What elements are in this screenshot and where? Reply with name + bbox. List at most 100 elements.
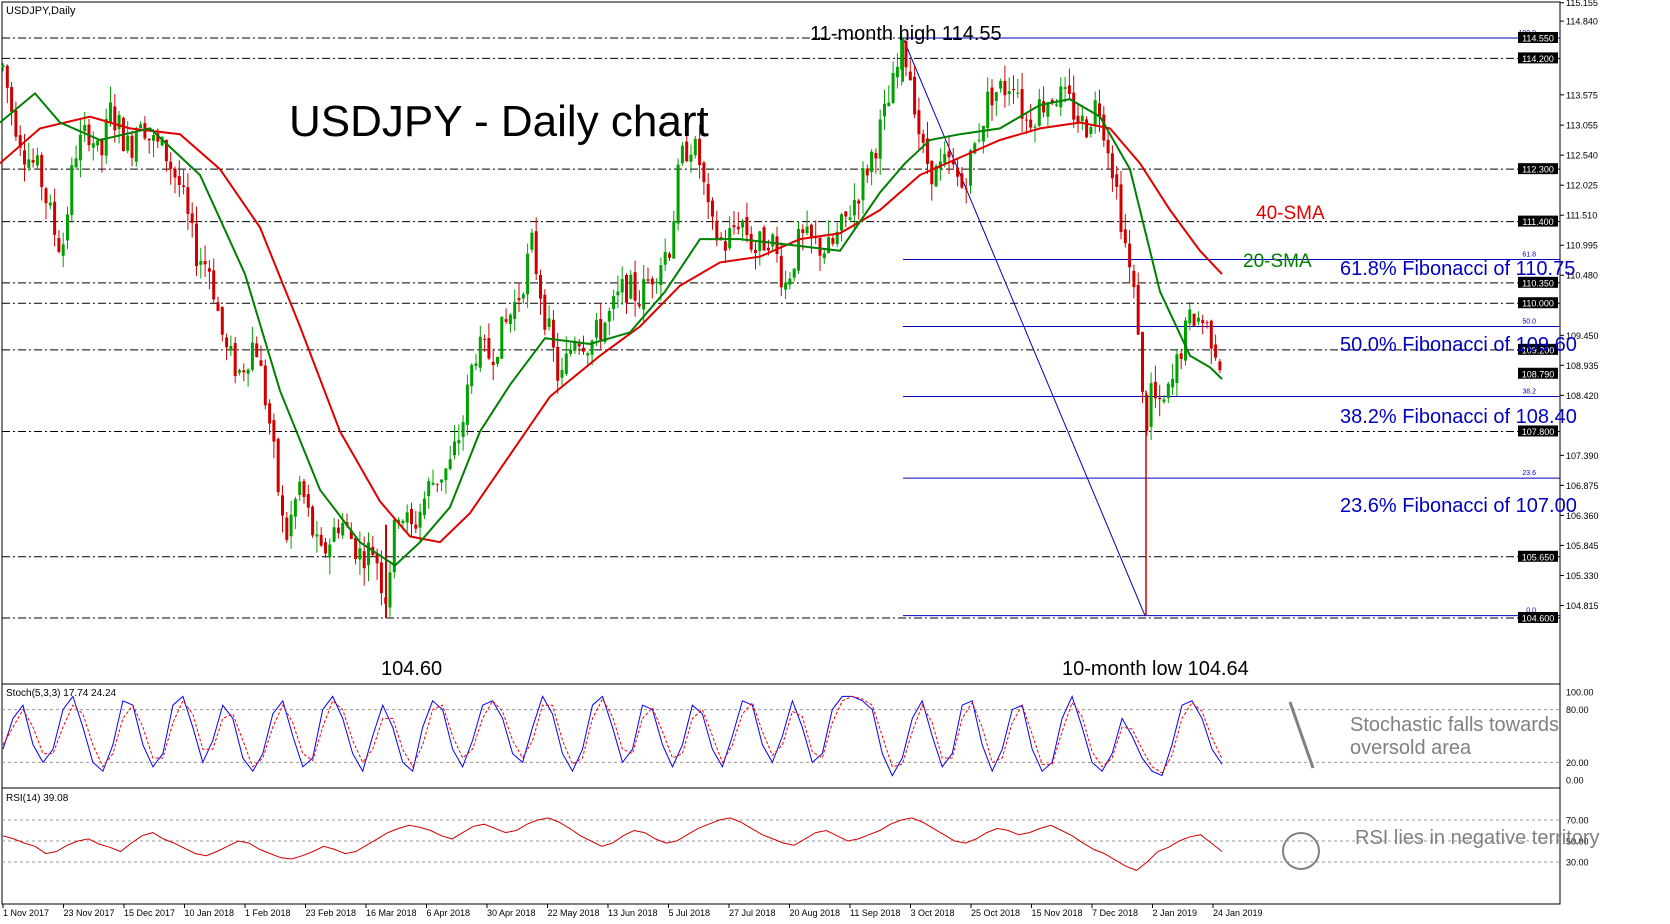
candle-body xyxy=(315,534,319,537)
candle-body xyxy=(427,481,431,497)
time-tick-label: 23 Nov 2017 xyxy=(64,908,115,918)
time-tick-label: 13 Jun 2018 xyxy=(608,908,658,918)
price-label-boxed: 105.650 xyxy=(1522,552,1555,562)
candle-body xyxy=(827,237,831,254)
candle-body xyxy=(1192,313,1196,326)
candle-body xyxy=(164,139,168,162)
candle-body xyxy=(44,188,48,204)
candle-body xyxy=(169,161,173,169)
candle-body xyxy=(1145,395,1149,432)
time-tick-label: 16 Mar 2018 xyxy=(366,908,417,918)
price-tick-label: 104.815 xyxy=(1566,601,1599,611)
price-tick-label: 113.055 xyxy=(1566,121,1598,131)
candle-body xyxy=(947,151,951,158)
candle-body xyxy=(1085,119,1089,138)
candle-body xyxy=(642,279,646,310)
candle-body xyxy=(620,279,624,293)
candle-body xyxy=(762,227,766,251)
price-label-box xyxy=(1518,297,1558,309)
candle-body xyxy=(96,140,100,146)
candle-body xyxy=(289,514,293,537)
candle-body xyxy=(431,482,435,485)
sma40-label: 40-SMA xyxy=(1256,203,1325,224)
candle-body xyxy=(930,160,934,185)
candle-body xyxy=(78,134,82,161)
candle-body xyxy=(878,119,882,159)
fib-ratio-label: 50.0 xyxy=(1522,319,1536,326)
candle-body xyxy=(1214,344,1218,358)
price-tick-label: 114.840 xyxy=(1566,17,1598,27)
fib-618-label: 61.8% Fibonacci of 110.75 xyxy=(1340,258,1575,280)
candle-body xyxy=(1128,243,1132,268)
candle-body xyxy=(1033,126,1037,128)
candle-body xyxy=(517,297,521,301)
stoch-tick-label: 80.00 xyxy=(1566,705,1589,715)
candle-body xyxy=(1171,378,1175,388)
rsi-highlight-circle xyxy=(1282,832,1320,870)
candle-body xyxy=(1059,86,1063,108)
candle-body xyxy=(324,542,327,554)
candle-body xyxy=(784,282,788,290)
candle-body xyxy=(53,201,57,235)
candle-body xyxy=(83,125,87,131)
candle-body xyxy=(487,338,491,359)
candle-body xyxy=(702,162,706,183)
candle-body xyxy=(577,343,581,347)
candle-body xyxy=(250,342,254,370)
candle-body xyxy=(766,247,770,251)
rsi-annotation: RSI lies in negative territory xyxy=(1355,827,1600,849)
candle-body xyxy=(229,345,233,349)
candle-body xyxy=(457,440,461,444)
high-annotation: 11-month high 114.55 xyxy=(810,23,1002,45)
candle-body xyxy=(835,231,839,244)
candle-body xyxy=(680,145,684,164)
candle-body xyxy=(207,268,211,272)
rsi-tick-label: 50.00 xyxy=(1566,837,1589,847)
candle-body xyxy=(981,125,985,142)
candle-body xyxy=(1209,320,1213,349)
candle-body xyxy=(61,244,65,256)
candle-body xyxy=(1136,284,1140,335)
time-tick-label: 24 Jan 2019 xyxy=(1213,908,1263,918)
candle-body xyxy=(663,251,667,265)
candle-body xyxy=(272,420,276,442)
candle-body xyxy=(1115,174,1119,187)
stoch-tick-label: 100.00 xyxy=(1566,688,1594,698)
price-label-boxed: 111.400 xyxy=(1522,217,1553,227)
candle-body xyxy=(672,221,676,259)
fib-ratio-label: 61.8 xyxy=(1522,252,1536,259)
candle-body xyxy=(616,291,620,296)
candle-body xyxy=(870,151,874,173)
stoch-main-line xyxy=(2,695,1223,777)
time-axis: 1 Nov 2017 23 Nov 2017 15 Dec 2017 10 Jan 2… xyxy=(2,904,1263,918)
candle-body xyxy=(1003,81,1007,96)
price-label-boxed: 109.200 xyxy=(1522,345,1555,355)
price-tick-label: 110.480 xyxy=(1566,271,1598,281)
candle-body xyxy=(70,165,74,215)
fib-trendline xyxy=(902,37,1146,616)
candle-body xyxy=(147,138,151,141)
time-tick-label: 10 Jan 2018 xyxy=(185,908,235,918)
candle-body xyxy=(126,135,130,151)
price-label-boxed: 108.790 xyxy=(1522,369,1555,379)
candle-body xyxy=(607,310,611,322)
candle-body xyxy=(160,137,164,146)
candle-body xyxy=(1076,115,1080,123)
candle-body xyxy=(1093,100,1097,125)
candle-body xyxy=(1162,399,1166,402)
time-tick-label: 15 Nov 2018 xyxy=(1032,908,1083,918)
candle-body xyxy=(964,188,968,190)
stochastic-annotation-line1: Stochastic falls towards xyxy=(1350,714,1559,736)
price-label-box xyxy=(1518,425,1558,437)
price-tick-label: 109.450 xyxy=(1566,331,1599,341)
time-tick-label: 6 Apr 2018 xyxy=(427,908,471,918)
candle-body xyxy=(1072,92,1076,120)
candle-body xyxy=(659,265,663,286)
candle-body xyxy=(195,223,198,267)
candle-body xyxy=(35,155,39,166)
candle-body xyxy=(74,158,78,168)
candle-body xyxy=(857,200,861,204)
candle-body xyxy=(10,87,14,112)
candle-body xyxy=(590,340,594,355)
time-tick-label: 23 Feb 2018 xyxy=(306,908,357,918)
